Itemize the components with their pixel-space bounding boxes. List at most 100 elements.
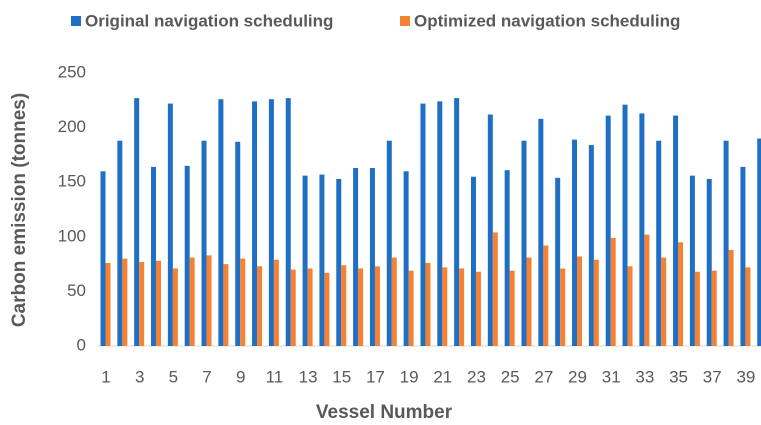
bar [627, 266, 633, 346]
bar [610, 237, 616, 346]
bar [134, 98, 140, 346]
x-tick-label: 29 [568, 367, 587, 386]
y-tick-label: 200 [58, 117, 86, 136]
bar [745, 267, 751, 346]
bar [100, 171, 106, 346]
bar [324, 272, 330, 346]
x-tick-label: 37 [703, 367, 722, 386]
bar [391, 257, 397, 346]
bar [223, 264, 229, 346]
y-axis-title: Carbon emission (tonnes) [9, 93, 30, 327]
bar [156, 260, 162, 346]
x-tick-label: 21 [433, 367, 452, 386]
bar [290, 269, 296, 346]
bar [593, 259, 599, 346]
bar [151, 166, 157, 346]
bar [504, 170, 510, 346]
x-tick-label: 13 [299, 367, 318, 386]
bar [189, 257, 195, 346]
bar [661, 257, 667, 346]
bar [307, 268, 313, 346]
bar [374, 266, 380, 346]
bar [240, 258, 246, 346]
bar [728, 249, 734, 346]
bar [475, 271, 481, 346]
bar [358, 268, 364, 346]
bar [711, 270, 717, 346]
x-tick-label: 5 [169, 367, 178, 386]
bar [302, 175, 308, 346]
bar [706, 178, 712, 346]
bar [353, 168, 359, 346]
legend-swatch [400, 16, 410, 26]
bar [673, 115, 679, 346]
bar [420, 103, 426, 347]
x-axis-title: Vessel Number [316, 402, 453, 423]
bar [588, 145, 594, 346]
x-tick-label: 7 [202, 367, 211, 386]
bar [526, 257, 532, 346]
bar [235, 141, 241, 346]
legend-swatch [71, 16, 81, 26]
x-tick-label: 1 [101, 367, 110, 386]
bar [184, 165, 190, 346]
bar [206, 255, 212, 346]
bar [521, 140, 527, 346]
bar [689, 175, 695, 346]
bar [560, 268, 566, 346]
bar [437, 101, 443, 346]
x-tick-label: 27 [534, 367, 553, 386]
bar [757, 138, 761, 346]
x-tick-label: 25 [501, 367, 520, 386]
bar [678, 242, 684, 346]
x-tick-label: 31 [602, 367, 621, 386]
bar [572, 139, 578, 346]
y-tick-label: 50 [67, 281, 86, 300]
x-tick-label: 17 [366, 367, 385, 386]
bar [538, 118, 544, 346]
bar [257, 266, 263, 346]
x-tick-label: 11 [266, 367, 284, 386]
bar [740, 166, 746, 346]
bar [341, 265, 347, 346]
bar [577, 256, 583, 346]
bar [218, 99, 224, 346]
bar [656, 140, 662, 346]
x-tick-label: 23 [467, 367, 486, 386]
bar [470, 176, 476, 346]
bar [201, 140, 207, 346]
bar [167, 103, 173, 347]
x-tick-label: 35 [669, 367, 688, 386]
bar [122, 258, 128, 346]
x-tick-label: 19 [400, 367, 419, 386]
bar [425, 263, 431, 346]
y-tick-label: 250 [58, 62, 86, 81]
bar [386, 140, 392, 346]
legend-label: Optimized navigation scheduling [414, 11, 680, 30]
bar [172, 268, 178, 346]
bar [644, 234, 650, 346]
x-tick-label: 15 [332, 367, 351, 386]
bar [723, 140, 729, 346]
y-tick-label: 0 [77, 335, 86, 354]
bar [454, 98, 460, 346]
y-tick-label: 100 [58, 226, 86, 245]
x-tick-label: 39 [736, 367, 755, 386]
bar [336, 178, 342, 346]
bar [117, 140, 123, 346]
bar [492, 232, 498, 346]
bar [105, 263, 111, 346]
bar [285, 98, 291, 346]
legend-label: Original navigation scheduling [85, 11, 333, 30]
bar [403, 171, 409, 346]
bar [369, 168, 375, 346]
bar [442, 267, 448, 346]
bar [139, 261, 145, 346]
bar [605, 115, 611, 346]
bar [319, 174, 325, 346]
y-tick-label: 150 [58, 172, 86, 191]
x-tick-label: 9 [236, 367, 245, 386]
bar [639, 113, 645, 347]
bar [543, 245, 549, 346]
